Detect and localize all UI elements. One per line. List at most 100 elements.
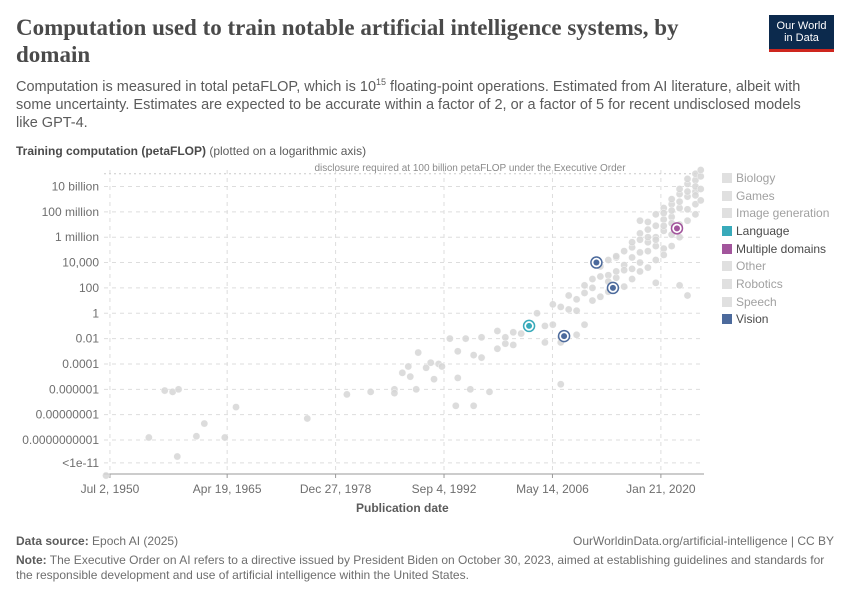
footer-note: Note: The Executive Order on AI refers t… [16,553,831,583]
legend-item-biology[interactable]: Biology [722,169,847,187]
subtitle-text-start: Computation is measured in total petaFLO… [16,78,377,95]
background-point [667,242,676,250]
background-point [430,375,438,383]
background-point [556,380,565,389]
background-point [628,253,636,262]
background-point [541,322,549,330]
legend-label: Speech [736,294,777,309]
background-point [469,402,478,410]
x-tick-label: Sep 4, 1992 [412,482,477,496]
background-point [652,256,660,264]
background-point [477,333,486,342]
background-point [652,235,660,244]
background-point [509,328,518,337]
chart-subtitle: Computation is measured in total petaFLO… [16,73,816,132]
legend-swatch [722,278,732,289]
legend-label: Multiple domains [736,241,827,256]
background-point [366,388,375,396]
background-point [675,233,684,241]
background-point [644,263,652,272]
legend-item-language[interactable]: Language [722,222,847,240]
background-point [691,191,700,200]
legend-swatch [722,314,732,325]
background-point [303,414,312,423]
y-tick-label: 0.0000000001 [22,433,99,447]
background-point [683,187,692,196]
x-tick-label: Dec 27, 1978 [300,482,372,496]
legend-item-games[interactable]: Games [722,187,847,205]
y-tick-label: 10 billion [52,179,99,193]
background-point [683,216,692,225]
data-source: Data source: Epoch AI (2025) [16,534,178,548]
owid-logo[interactable]: Our World in Data [769,15,834,52]
background-point [160,386,169,395]
background-point [659,215,668,224]
background-point [620,282,628,291]
legend-item-image-generation[interactable]: Image generation [722,204,847,222]
background-point [696,166,705,174]
background-point [667,195,676,203]
background-point [580,281,589,290]
background-point [398,369,407,377]
background-point [390,389,399,397]
legend-item-vision[interactable]: Vision [722,311,847,329]
legend-swatch [722,296,732,307]
background-point [644,225,652,234]
background-point [466,385,475,394]
background-point [696,196,705,205]
background-point [580,289,589,297]
background-point [620,266,628,274]
background-point [221,433,229,442]
legend-label: Other [736,259,767,274]
threshold-label: disclosure required at 100 billion petaF… [314,163,626,174]
background-point [533,309,541,318]
background-point [659,209,668,217]
background-point [683,175,692,183]
background-point [667,206,676,215]
legend-item-speech[interactable]: Speech [722,293,847,311]
background-point [636,258,644,267]
legend-item-multiple-domains[interactable]: Multiple domains [722,240,847,258]
background-point [675,281,684,290]
y-axis-title-note: (plotted on a logarithmic axis) [209,144,367,158]
background-point [604,256,613,264]
background-point [659,221,668,230]
background-point [675,204,684,212]
legend-swatch [722,190,732,201]
legend: Biology Games Image generation Language Mult… [722,169,847,328]
background-point [414,348,422,357]
y-tick-label: 1 million [55,230,99,244]
background-point [517,329,525,338]
note-label: Note: [16,553,47,567]
y-tick-label: 0.00000001 [36,408,100,422]
y-axis-title: Training computation (petaFLOP) (plotted… [16,144,366,158]
background-point [588,284,597,292]
background-point [596,292,605,301]
data-source-label: Data source: [16,534,89,548]
highlighted-point [609,284,616,291]
legend-item-other[interactable]: Other [722,257,847,275]
data-source-value[interactable]: Epoch AI (2025) [92,534,179,548]
background-point [652,279,660,287]
background-point [145,433,153,442]
background-point [173,452,182,461]
background-point [636,235,644,244]
background-point [102,471,110,480]
subtitle-exponent: 15 [376,77,387,87]
legend-item-robotics[interactable]: Robotics [722,275,847,293]
legend-label: Vision [736,312,769,327]
background-point [556,303,565,311]
x-tick-label: Jan 21, 2020 [626,482,696,496]
background-point [453,347,462,356]
background-point [683,205,692,214]
background-point [652,210,660,219]
background-point [644,247,652,255]
background-point [659,244,668,253]
background-point [501,339,510,348]
background-point [572,331,581,339]
x-tick-label: Apr 19, 1965 [193,482,262,496]
background-point [628,238,636,247]
footer-url[interactable]: OurWorldinData.org/artificial-intelligen… [573,534,834,548]
subtitle-text-end: floating-point operations. Estimated fro… [16,78,801,131]
